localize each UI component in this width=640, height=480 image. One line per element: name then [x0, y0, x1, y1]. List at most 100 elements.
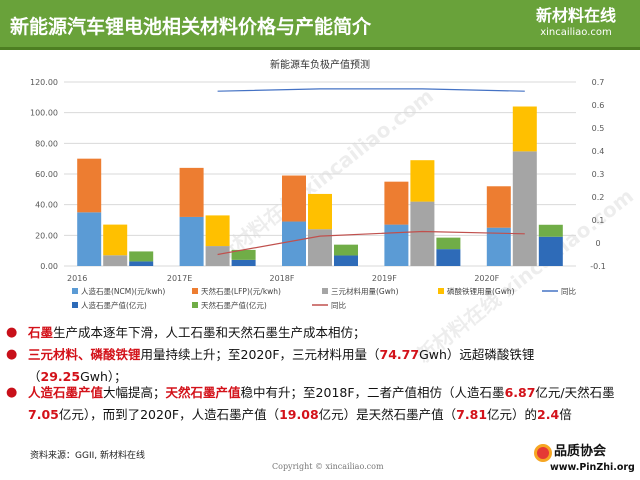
- highlight-text: 天然石墨产值: [165, 385, 241, 400]
- source-note: 资料来源：GGII, 新材料在线: [30, 451, 145, 461]
- bar-segment: [538, 236, 563, 266]
- bar-segment: [334, 255, 358, 266]
- bullet-text: Gwh）远超磷酸铁锂（: [28, 347, 535, 384]
- y2-tick-label: 0.3: [592, 170, 605, 179]
- pinzhi-logo: 品质协会 www.PinZhi.org: [532, 440, 640, 480]
- pinzhi-url: www.PinZhi.org: [550, 462, 635, 473]
- bar-segment: [231, 259, 256, 266]
- copyright: Copyright © xincailiao.com: [272, 462, 384, 471]
- legend-swatch: [438, 288, 444, 294]
- y2-tick-label: 0.6: [592, 101, 605, 110]
- bullet-text: 亿元）是天然石墨产值（: [318, 407, 457, 422]
- highlight-number: 29.25: [40, 369, 81, 384]
- header-bar: 新能源汽车锂电池相关材料价格与产能简介 新材料在线 xincailiao.com: [0, 0, 640, 50]
- highlight-number: 2.4: [537, 407, 560, 422]
- bar-segment: [103, 255, 128, 266]
- bullet-text: 亿元）的: [487, 407, 538, 422]
- bar-segment: [410, 201, 435, 266]
- y-tick-label: 20.00: [35, 231, 58, 240]
- bar-segment: [77, 158, 102, 213]
- bar-segment: [410, 160, 435, 202]
- pinzhi-icon: [534, 444, 552, 462]
- legend-swatch: [72, 302, 78, 308]
- bullet-text: 用量持续上升；至2020F，三元材料用量（: [140, 347, 380, 362]
- y2-tick-label: 0.7: [592, 78, 605, 87]
- bar-segment: [205, 246, 230, 266]
- bullet-production-value: ● 人造石墨产值大幅提高；天然石墨产值稳中有升；至2018F，二者产值相仿（人造…: [6, 382, 628, 426]
- x-tick-label: 2020F: [474, 274, 499, 283]
- bullet-text: 生产成本逐年下滑，人工石墨和天然石墨生产成本相仿；: [53, 325, 366, 340]
- legend-label: 人造石墨产值(亿元): [81, 300, 147, 310]
- bar-segment: [179, 216, 204, 266]
- bullet-icon: ●: [6, 325, 18, 340]
- highlight-number: 6.87: [504, 385, 536, 400]
- bullet-text: Gwh）；: [80, 369, 127, 384]
- bullet-graphite-cost: ● 石墨生产成本逐年下滑，人工石墨和天然石墨生产成本相仿；: [6, 322, 628, 344]
- bar-segment: [282, 221, 306, 266]
- bar-segment: [486, 227, 511, 266]
- logo-text: 新材料在线: [535, 6, 616, 25]
- bar-segment: [282, 175, 306, 222]
- legend-label: 天然石墨产值(亿元): [201, 300, 267, 310]
- highlight-number: 7.81: [456, 407, 488, 422]
- y2-tick-label: -0.1: [590, 262, 606, 271]
- highlight-text: 石墨: [28, 325, 54, 340]
- y2-tick-label: 0.4: [592, 147, 605, 156]
- legend-label: 人造石墨(NCM)(元/kwh): [81, 286, 165, 296]
- legend-label: 同比: [331, 300, 346, 310]
- bar-segment: [231, 249, 256, 260]
- y2-tick-label: 0.1: [592, 216, 605, 225]
- legend-label: 天然石墨(LFP)(元/kwh): [201, 286, 281, 296]
- bar-segment: [436, 249, 461, 266]
- pinzhi-name: 品质协会: [554, 444, 607, 459]
- legend-label: 同比: [561, 286, 576, 296]
- bullet-text: 倍: [559, 407, 572, 422]
- bar-segment: [103, 224, 128, 256]
- y-tick-label: 60.00: [35, 170, 58, 179]
- x-tick-label: 2019F: [372, 274, 397, 283]
- legend-swatch: [72, 288, 78, 294]
- legend-label: 三元材料用量(Gwh): [331, 286, 399, 296]
- brand-logo: 新材料在线 xincailiao.com: [526, 5, 626, 39]
- legend-swatch: [322, 288, 328, 294]
- highlight-number: 74.77: [379, 347, 420, 362]
- bar-segment: [512, 106, 537, 152]
- y-tick-label: 80.00: [35, 139, 58, 148]
- page-title: 新能源汽车锂电池相关材料价格与产能简介: [10, 16, 372, 38]
- bullet-text: 亿元/天然石墨: [535, 385, 615, 400]
- x-tick-label: 2018F: [270, 274, 295, 283]
- bar-segment: [384, 181, 409, 225]
- bar-segment: [512, 151, 537, 266]
- bullet-text: 亿元），而到了2020F，人造石墨产值（: [58, 407, 280, 422]
- bar-segment: [486, 186, 511, 228]
- bar-segment: [129, 251, 154, 262]
- x-tick-label: 2017E: [167, 274, 192, 283]
- bar-segment: [205, 215, 230, 247]
- bullet-text: 大幅提高；: [103, 385, 166, 400]
- x-tick-label: 2016: [67, 274, 87, 283]
- series-line: [217, 88, 525, 92]
- logo-url: xincailiao.com: [540, 27, 612, 38]
- chart-title: 新能源车负极产值预测: [270, 58, 370, 71]
- bar-segment: [77, 212, 102, 266]
- bar-segment: [129, 261, 154, 266]
- bar-segment: [384, 224, 409, 266]
- highlight-number: 7.05: [28, 407, 59, 422]
- bar-segment: [436, 237, 461, 250]
- bar-segment: [179, 167, 204, 217]
- legend-swatch: [192, 288, 198, 294]
- bar-segment: [334, 244, 358, 256]
- legend-swatch: [192, 302, 198, 308]
- y-tick-label: 0.00: [40, 262, 58, 271]
- y2-tick-label: 0.5: [592, 124, 605, 133]
- highlight-number: 19.08: [279, 407, 319, 422]
- y-tick-label: 100.00: [30, 109, 58, 118]
- bullet-icon: ●: [6, 347, 18, 362]
- highlight-text: 人造石墨产值: [28, 385, 104, 400]
- production-value-chart: 新能源车负极产值预测 0.00 20.00 40.00 60.00 80.00 100.00…: [30, 58, 606, 310]
- y-tick-label: 40.00: [35, 201, 58, 210]
- series-line: [217, 230, 525, 256]
- highlight-text: 三元材料、磷酸铁锂: [28, 347, 141, 362]
- y2-tick-label: 0: [595, 239, 600, 248]
- legend-label: 磷酸铁锂用量(Gwh): [447, 286, 515, 296]
